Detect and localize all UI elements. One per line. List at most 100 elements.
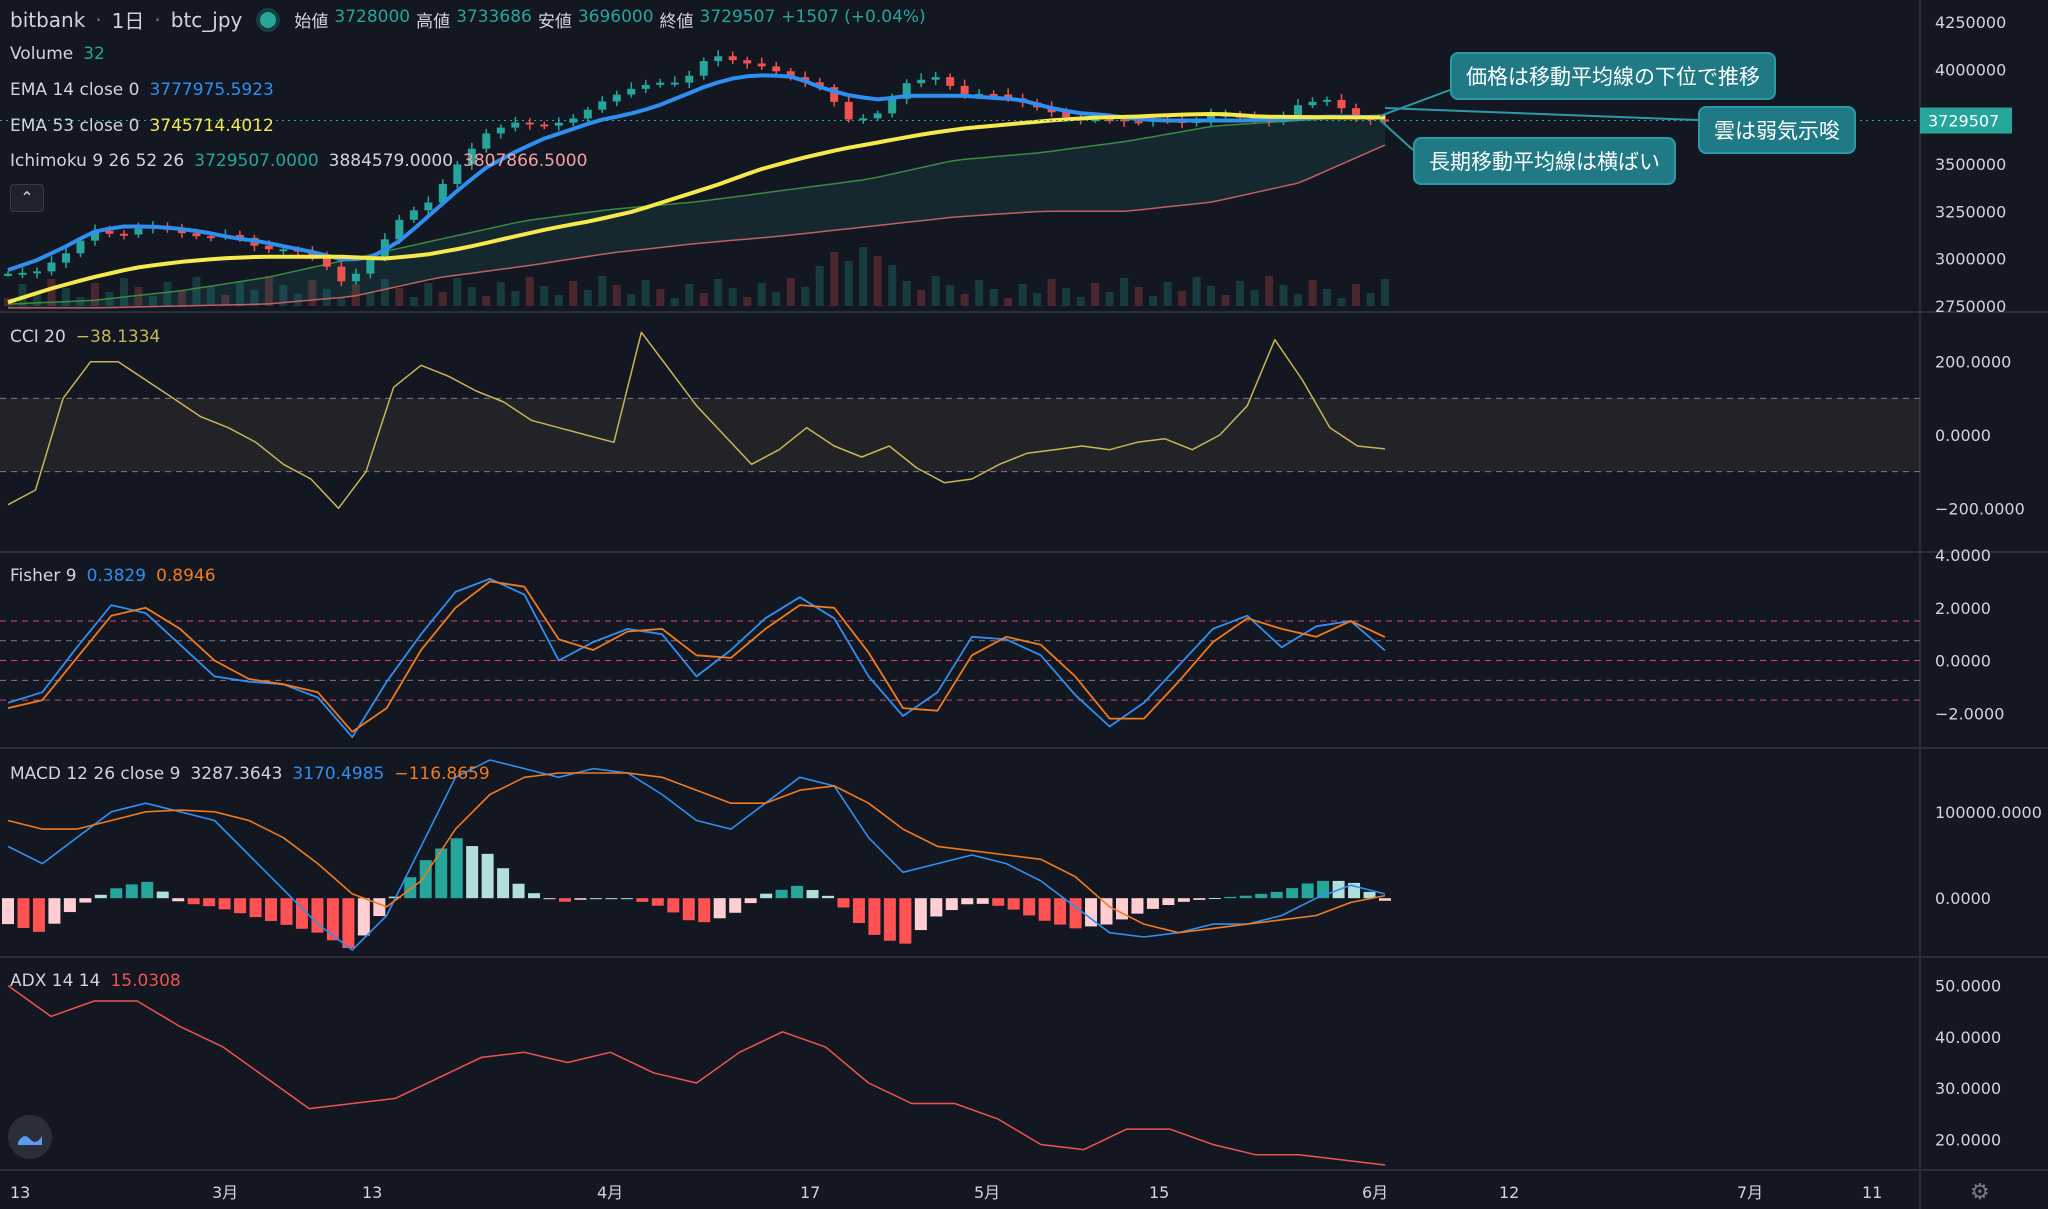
candle-body <box>670 82 679 85</box>
macd-histogram-bar <box>574 898 587 900</box>
time-tick-label: 5月 <box>974 1183 1000 1202</box>
volume-bar <box>699 293 708 306</box>
volume-bar <box>554 295 563 306</box>
volume-bar <box>438 292 447 306</box>
macd-histogram-bar <box>311 898 324 933</box>
time-tick-label: 3月 <box>212 1183 238 1202</box>
volume-bar <box>1062 288 1071 306</box>
macd-legend[interactable]: MACD 12 26 close 9 3287.3643 3170.4985 −… <box>10 764 490 784</box>
price-tick-label: 3000000 <box>1935 250 2006 269</box>
volume-bar <box>931 276 940 306</box>
ichimoku-span-b <box>8 144 1386 309</box>
fisher-legend[interactable]: Fisher 9 0.3829 0.8946 <box>10 566 216 586</box>
candle-body <box>612 94 621 102</box>
volume-bar <box>424 283 433 306</box>
volume-bar <box>598 276 607 306</box>
ohlc-values: 始値 3728000 高値 3733686 安値 3696000 終値 3729507 … <box>294 7 926 32</box>
candle-body <box>453 164 462 184</box>
adx-line <box>7 984 1386 1166</box>
adx-tick-label: 40.0000 <box>1935 1028 2001 1047</box>
price-tick-label: 4000000 <box>1935 60 2006 79</box>
chart-header: bitbank · 1日 · btc_jpy 始値 3728000 高値 37336… <box>10 7 926 33</box>
candle-body <box>424 202 433 211</box>
volume-bar <box>264 276 273 306</box>
volume-bar <box>960 294 969 306</box>
fisher-tick-label: −2.0000 <box>1935 704 2004 723</box>
candle-body <box>598 101 607 110</box>
macd-histogram-bar <box>141 881 154 899</box>
cci-legend[interactable]: CCI 20 −38.1334 <box>10 327 161 347</box>
macd-histogram-bar <box>497 868 510 899</box>
market-status-icon <box>260 11 277 28</box>
ema53-legend[interactable]: EMA 53 close 0 3745714.4012 <box>10 116 274 136</box>
macd-histogram-bar <box>466 846 479 899</box>
price-tick-label: 2750000 <box>1935 297 2006 316</box>
volume-bar <box>482 296 491 306</box>
macd-histogram-bar <box>94 894 107 899</box>
fisher-tick-label: 0.0000 <box>1935 652 1991 671</box>
ichimoku-legend[interactable]: Ichimoku 9 26 52 26 3729507.0000 3884579… <box>10 151 588 171</box>
tradingview-logo-icon[interactable] <box>8 1115 52 1159</box>
volume-bar <box>830 252 839 306</box>
candle-body <box>322 255 331 267</box>
volume-bar <box>453 278 462 306</box>
volume-bar <box>1221 295 1230 306</box>
time-tick-label: 13 <box>10 1183 30 1202</box>
symbol-label[interactable]: btc_jpy <box>170 7 243 32</box>
macd-histogram-bar <box>837 898 850 908</box>
candle-body <box>960 85 969 94</box>
adx-legend[interactable]: ADX 14 14 15.0308 <box>10 971 181 991</box>
candle-body <box>511 122 520 128</box>
macd-histogram-bar <box>1007 898 1020 910</box>
collapse-legend-button[interactable]: ⌃ <box>10 184 44 212</box>
volume-bar <box>163 282 172 306</box>
candle-body <box>714 56 723 62</box>
candle-body <box>888 98 897 114</box>
macd-histogram-bar <box>667 898 680 913</box>
candle-body <box>1120 119 1129 122</box>
settings-gear-icon[interactable]: ⚙ <box>1970 1180 1990 1205</box>
candle-body <box>844 101 853 120</box>
candle-body <box>1337 99 1346 109</box>
volume-bar <box>656 289 665 306</box>
volume-legend[interactable]: Volume 32 <box>10 44 105 64</box>
time-tick-label: 15 <box>1149 1183 1169 1202</box>
macd-histogram-bar <box>729 898 742 913</box>
macd-histogram-bar <box>1270 891 1283 899</box>
volume-bar <box>1120 278 1129 306</box>
candle-body <box>569 118 578 123</box>
interval-label[interactable]: 1日 <box>111 9 145 33</box>
candle-body <box>656 82 665 85</box>
volume-bar <box>1033 293 1042 306</box>
volume-bar <box>134 287 143 306</box>
candle-body <box>279 249 288 252</box>
candle-body <box>351 273 360 282</box>
time-tick-label: 11 <box>1862 1183 1882 1202</box>
volume-bar <box>641 280 650 306</box>
macd-histogram-bar <box>249 898 262 918</box>
time-tick-label: 13 <box>362 1183 382 1202</box>
callout-leader <box>1379 89 1451 117</box>
macd-histogram-bar <box>373 898 386 917</box>
macd-histogram-bar <box>79 898 92 903</box>
candle-body <box>264 245 273 250</box>
candle-body <box>177 229 186 234</box>
volume-bar <box>1279 285 1288 306</box>
macd-histogram-bar <box>435 848 448 899</box>
annotation-below-ma[interactable]: 価格は移動平均線の下位で推移 <box>1450 52 1776 100</box>
annotation-cloud-bearish[interactable]: 雲は弱気示唆 <box>1698 106 1856 154</box>
macd-histogram-bar <box>2 898 14 925</box>
time-tick-label: 6月 <box>1362 1183 1388 1202</box>
cci-band <box>0 398 1920 472</box>
macd-histogram-bar <box>992 898 1005 906</box>
annotation-long-ma-flat[interactable]: 長期移動平均線は横ばい <box>1413 137 1676 185</box>
candle-body <box>685 75 694 83</box>
candle-body <box>1381 119 1389 122</box>
volume-bar <box>279 285 288 306</box>
volume-bar <box>772 292 781 306</box>
volume-bar <box>250 290 259 306</box>
ema14-legend[interactable]: EMA 14 close 0 3777975.5923 <box>10 80 274 100</box>
macd-histogram-bar <box>760 893 773 899</box>
volume-bar <box>975 280 984 306</box>
